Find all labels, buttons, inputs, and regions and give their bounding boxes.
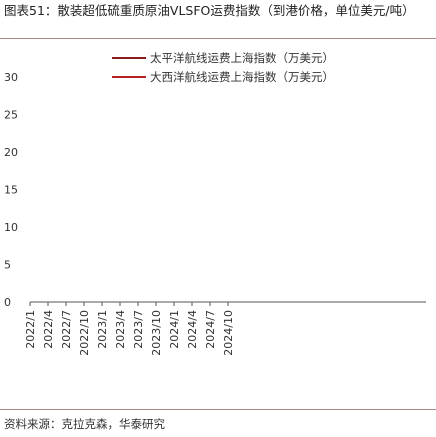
legend-item-1: 太平洋航线运费上海指数（万美元）	[112, 48, 334, 67]
x-tick-label: 2022/1	[24, 310, 37, 349]
legend-swatch-2	[112, 75, 146, 78]
legend-item-2: 大西洋航线运费上海指数（万美元）	[112, 67, 334, 86]
legend: 太平洋航线运费上海指数（万美元） 大西洋航线运费上海指数（万美元）	[112, 48, 334, 86]
x-tick-label: 2022/4	[42, 310, 55, 349]
legend-label-2: 大西洋航线运费上海指数（万美元）	[150, 69, 334, 84]
x-tick-label: 2023/4	[114, 310, 127, 349]
legend-swatch-1	[112, 56, 146, 59]
x-tick-label: 2022/7	[60, 310, 73, 349]
x-tick-label: 2024/4	[186, 310, 199, 349]
x-tick-label: 2024/10	[222, 310, 235, 356]
x-tick-label: 2023/7	[132, 310, 145, 349]
x-tick-label: 2024/7	[204, 310, 217, 349]
y-tick-label: 5	[4, 259, 11, 272]
y-tick-label: 25	[4, 109, 18, 122]
x-tick-label: 2022/10	[78, 310, 91, 356]
x-tick-label: 2024/1	[168, 310, 181, 349]
y-tick-label: 10	[4, 221, 18, 234]
y-tick-label: 0	[4, 296, 11, 309]
legend-label-1: 太平洋航线运费上海指数（万美元）	[150, 50, 334, 65]
x-tick-label: 2023/1	[96, 310, 109, 349]
y-tick-label: 20	[4, 146, 18, 159]
bottom-divider	[0, 409, 436, 410]
y-tick-label: 30	[4, 71, 18, 84]
source-note: 资料来源：克拉克森，华泰研究	[4, 417, 165, 431]
x-tick-label: 2023/10	[150, 310, 163, 356]
chart-title: 图表51：散装超低硫重质原油VLSFO运费指数（到港价格，单位美元/吨）	[4, 3, 415, 18]
line-chart: 0 5 10 15 20 25 30 2022/1 2022/4 2022/7 2022/10 202…	[4, 71, 426, 356]
top-divider	[0, 38, 436, 39]
y-tick-label: 15	[4, 184, 18, 197]
